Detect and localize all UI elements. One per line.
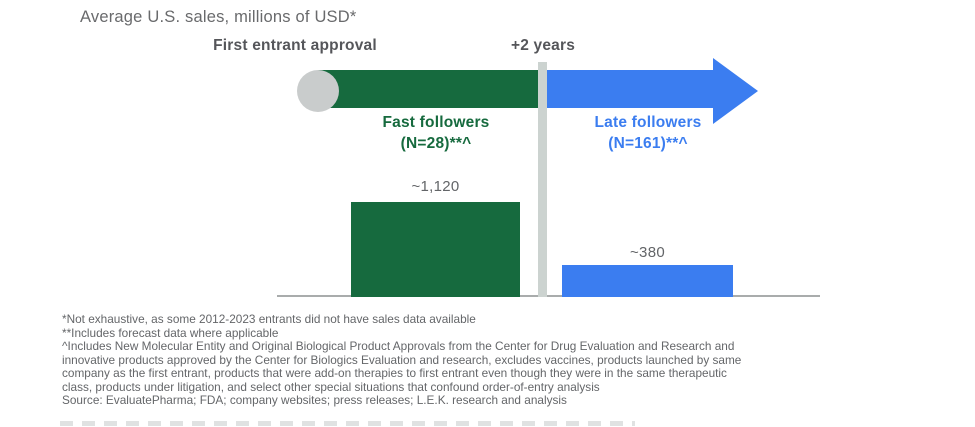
footnote-line: *Not exhaustive, as some 2012-2023 entra…: [62, 312, 476, 326]
footnote-line: Source: EvaluatePharma; FDA; company web…: [62, 393, 567, 407]
fast-followers-name: Fast followers: [382, 114, 490, 131]
arrow-right-icon: [713, 58, 758, 124]
footnote-line: class, products under litigation, and se…: [62, 379, 600, 394]
cropped-text-remnant: [60, 421, 635, 426]
footnote-line: innovative products approved by the Cent…: [62, 352, 742, 367]
x-axis-line: [277, 295, 820, 297]
timeline-start-marker: [297, 70, 339, 112]
fast-followers-bar: [351, 202, 520, 297]
late-followers-n-label: (N=161)**^: [608, 135, 688, 152]
footnote-line: company as the first entrant, products t…: [62, 366, 727, 380]
late-bar-value-label: ~380: [630, 244, 665, 261]
late-followers-bar: [562, 265, 733, 297]
chart-title: Average U.S. sales, millions of USD*: [80, 8, 357, 26]
footnote-line: **Includes forecast data where applicabl…: [62, 325, 279, 340]
two-year-divider-line: [538, 62, 547, 297]
fast-followers-n-label: (N=28)**^: [400, 135, 472, 152]
timeline-late-followers-segment: [547, 70, 713, 108]
fast-bar-value-label: ~1,120: [411, 178, 460, 195]
footnote-block: *Not exhaustive, as some 2012-2023 entra…: [62, 312, 962, 408]
first-entrant-approval-label: First entrant approval: [213, 37, 377, 54]
footnote-line: ^Includes New Molecular Entity and Origi…: [62, 339, 735, 353]
late-followers-label: Late followers (N=161)**^: [552, 112, 744, 154]
fast-followers-label: Fast followers (N=28)**^: [340, 112, 532, 154]
late-followers-name: Late followers: [594, 114, 702, 131]
timeline-fast-followers-segment: [318, 70, 539, 108]
plus-two-years-label: +2 years: [510, 37, 576, 54]
